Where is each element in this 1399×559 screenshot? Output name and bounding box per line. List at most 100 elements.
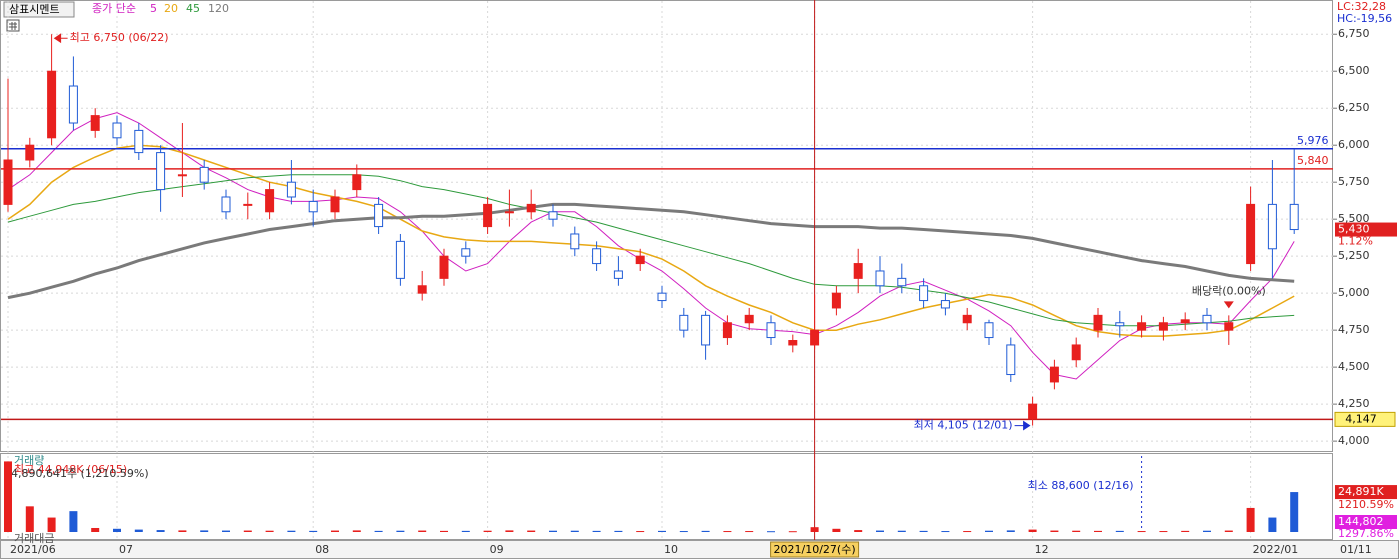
candle-body	[461, 248, 471, 257]
volume-bar	[178, 530, 187, 532]
volume-bar	[331, 530, 339, 532]
price-tag-label: 4,147	[1345, 412, 1377, 425]
volume-bar	[265, 530, 274, 532]
candle-body	[810, 329, 820, 346]
candle-body	[1137, 322, 1147, 331]
candle-body	[701, 314, 711, 346]
y-tick-label: 5,750	[1338, 175, 1370, 188]
candle-body	[1115, 322, 1125, 327]
volume-bar	[461, 530, 470, 532]
volume-bar	[1115, 530, 1124, 532]
candle-body	[483, 203, 493, 228]
trade-value-last-label: 144,802	[1338, 515, 1384, 528]
volume-bar	[919, 530, 928, 532]
x-tick-label: 2022/01	[1253, 543, 1299, 556]
volume-bar	[287, 530, 296, 532]
candle-body	[199, 166, 209, 183]
moving-average-line	[7, 112, 1295, 380]
volume-last-label: 24,891K	[1338, 485, 1384, 498]
table-icon[interactable]	[6, 19, 20, 32]
candle-body	[1049, 366, 1059, 383]
volume-label: 거래량	[14, 454, 44, 467]
y-tick-label: 5,500	[1338, 212, 1370, 225]
title-box[interactable]	[3, 1, 75, 18]
y-tick-label: 4,250	[1338, 397, 1370, 410]
volume-bar	[1224, 530, 1233, 532]
volume-bar	[134, 529, 143, 532]
volume-bar	[1094, 530, 1102, 532]
volume-bar	[200, 530, 209, 532]
volume-bar	[788, 531, 797, 533]
candle-body	[592, 248, 602, 265]
hline-label: 5,840	[1297, 154, 1329, 167]
volume-info: 24,890,641주 (1,210.59%)	[4, 467, 149, 480]
volume-bar	[1028, 529, 1037, 532]
crosshair-date-box	[770, 541, 860, 558]
volume-bar	[614, 530, 623, 532]
candle-body	[3, 159, 13, 205]
candle-body	[1071, 344, 1081, 361]
candle-body	[417, 285, 427, 294]
moving-average-line	[7, 202, 1295, 300]
y-tick-label: 6,500	[1338, 64, 1370, 77]
candle-body	[570, 233, 580, 250]
candle-body	[875, 270, 885, 287]
volume-bar	[69, 511, 78, 532]
candle-body	[134, 129, 144, 154]
candle-body	[853, 263, 863, 279]
high-arrow	[53, 33, 68, 44]
table-icon-lines	[9, 22, 17, 30]
candle-body	[1006, 344, 1016, 376]
y-tick-label: 4,000	[1338, 434, 1370, 447]
volume-bar	[832, 528, 841, 532]
trade-value-tag	[1335, 515, 1397, 529]
volume-min-label: 최소 88,600 (12/16)	[1028, 479, 1134, 492]
candle-body	[90, 115, 100, 131]
volume-bar	[91, 527, 100, 532]
volume-bar	[1246, 507, 1255, 532]
y-tick-label: 4,500	[1338, 360, 1370, 373]
candle-body	[897, 277, 907, 287]
chart-title: 삼표시멘트	[9, 3, 60, 16]
volume-bar	[767, 531, 775, 533]
moving-average-line	[7, 144, 1295, 337]
volume-bar	[810, 527, 819, 532]
volume-bar	[1159, 531, 1168, 533]
legend-entry: 20	[164, 2, 178, 15]
x-tick-label: 07	[119, 543, 133, 556]
volume-bar	[483, 530, 492, 532]
legend-prefix: 종가 단순	[92, 2, 136, 15]
ex-dividend-arrow	[1223, 301, 1234, 309]
y-tick-label: 5,250	[1338, 249, 1370, 262]
price-panel	[0, 0, 1333, 452]
candle-body	[439, 255, 449, 279]
candle-body	[831, 292, 841, 309]
candle-body	[47, 70, 57, 139]
candle-body	[1202, 314, 1212, 324]
x-tick-label: 09	[490, 543, 504, 556]
y-tick-label: 4,750	[1338, 323, 1370, 336]
high-annotation: 최고 6,750 (06/22)	[70, 31, 169, 44]
trade-value-ratio-label: 1297.86%	[1338, 527, 1394, 540]
volume-bar	[222, 530, 230, 532]
candle-body	[374, 203, 384, 228]
legend-entry: 120	[208, 2, 229, 15]
candle-body	[156, 152, 166, 191]
y-tick-label: 6,750	[1338, 27, 1370, 40]
x-tick-label: 12	[1035, 543, 1049, 556]
volume-bar	[723, 531, 732, 533]
volume-bar	[985, 530, 993, 532]
trade-value-label: 거래대금	[14, 532, 54, 545]
candle-body	[308, 200, 318, 213]
candle-body	[395, 240, 405, 279]
hc-label: HC:-19,56	[1337, 12, 1392, 25]
candle-body	[984, 322, 994, 339]
current-price-tag	[1335, 222, 1397, 237]
candle-body	[919, 285, 929, 302]
volume-bar	[1290, 492, 1299, 532]
legend-entry: 45	[186, 2, 200, 15]
volume-bar	[1050, 530, 1059, 532]
